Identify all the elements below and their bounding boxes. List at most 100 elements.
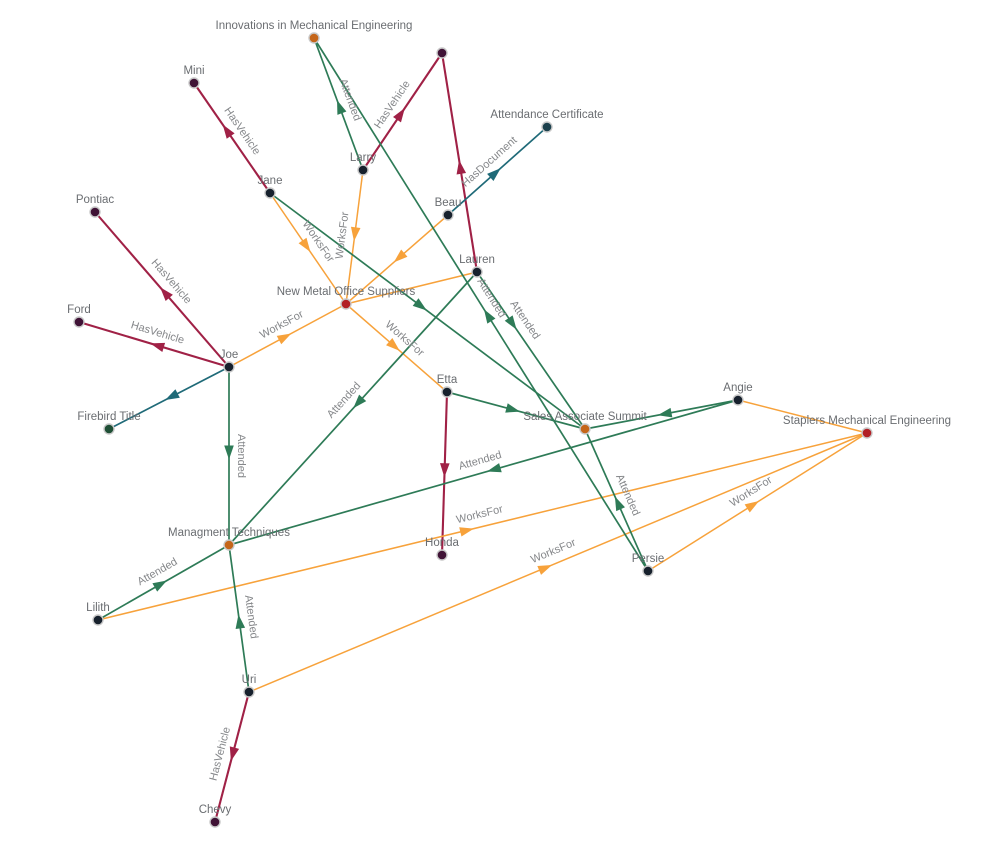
edge-line (97, 432, 868, 621)
edge-label-uri-chevy: HasVehicle (208, 726, 234, 782)
edge-nmos-etta (345, 303, 448, 393)
edge-larry-nmos (345, 169, 364, 305)
edge-larry-innovations (313, 37, 364, 171)
edge-jane-sas (269, 192, 586, 430)
node-label-sas: Sales Associate Summit (523, 411, 647, 423)
node-dot-innovations[interactable] (308, 32, 320, 44)
edge-uri-staplers (248, 432, 868, 693)
node-firebird-title (103, 423, 115, 435)
node-dot-angie[interactable] (732, 394, 744, 406)
node-dot-staplers[interactable] (861, 427, 873, 439)
edge-etta-sas (446, 391, 586, 430)
node-dot-lilith[interactable] (92, 614, 104, 626)
node-dot-joe[interactable] (223, 361, 235, 373)
node-attendance-certificate (541, 121, 553, 133)
node-mt (223, 539, 235, 551)
node-label-joe: Joe (220, 349, 239, 361)
node-sas (579, 423, 591, 435)
edge-lauren-sas (476, 271, 586, 430)
edge-arrowhead (744, 501, 760, 513)
edge-joe-mt (224, 367, 234, 545)
node-chevy (209, 816, 221, 828)
edge-arrowhead (456, 159, 467, 175)
edge-angie-staplers (737, 399, 868, 434)
edge-arrowhead (337, 100, 347, 115)
edge-line (228, 399, 739, 546)
node-dot-larry[interactable] (357, 164, 369, 176)
edge-line (313, 37, 649, 572)
nodes-layer (73, 32, 873, 828)
node-dot-uri[interactable] (243, 686, 255, 698)
edge-arrowhead (235, 614, 246, 630)
edge-label-persie-innovations: Attended (474, 276, 508, 320)
edge-persie-innovations (313, 37, 649, 572)
node-larry (357, 164, 369, 176)
node-honda (436, 549, 448, 561)
node-mini (188, 77, 200, 89)
node-dot-attendance-certificate[interactable] (541, 121, 553, 133)
edge-arrowhead (224, 445, 234, 460)
node-staplers (861, 427, 873, 439)
edge-arrowhead (222, 124, 235, 139)
edge-arrowhead (160, 287, 173, 302)
edge-arrowhead (412, 298, 427, 311)
node-dot-nmos[interactable] (340, 298, 352, 310)
edge-jane-mini (193, 82, 271, 194)
node-label-staplers: Staplers Mechanical Engineering (783, 415, 951, 427)
node-dot-unnamed-vehicle[interactable] (436, 47, 448, 59)
node-dot-firebird-title[interactable] (103, 423, 115, 435)
node-label-mt: Managment Techniques (168, 527, 290, 539)
edge-arrowhead (440, 463, 450, 478)
edge-lilith-mt (97, 544, 230, 621)
edge-joe-pontiac (94, 211, 230, 368)
edge-line (476, 271, 586, 430)
edge-label-joe-mt: Attended (235, 434, 247, 478)
node-joe (223, 361, 235, 373)
edge-line (737, 399, 868, 434)
edge-arrowhead (537, 564, 553, 575)
node-dot-persie[interactable] (642, 565, 654, 577)
edge-arrowhead (483, 309, 496, 324)
node-dot-jane[interactable] (264, 187, 276, 199)
edges-layer (78, 37, 868, 823)
edge-arrowhead (353, 394, 367, 409)
edge-arrowhead (459, 527, 474, 537)
node-dot-sas[interactable] (579, 423, 591, 435)
node-dot-ford[interactable] (73, 316, 85, 328)
edge-beau-attendance-certificate (447, 126, 548, 216)
node-label-attendance-certificate: Attendance Certificate (490, 109, 603, 121)
edge-arrowhead (505, 403, 521, 413)
edge-arrowhead (614, 496, 625, 512)
node-beau (442, 209, 454, 221)
edge-line (248, 432, 868, 693)
node-dot-mini[interactable] (188, 77, 200, 89)
edge-arrowhead (504, 315, 517, 330)
node-label-nmos: New Metal Office Suppliers (277, 286, 416, 298)
node-dot-chevy[interactable] (209, 816, 221, 828)
node-dot-honda[interactable] (436, 549, 448, 561)
edge-arrowhead (393, 108, 405, 123)
node-dot-beau[interactable] (442, 209, 454, 221)
edge-arrowhead (486, 463, 502, 473)
edge-arrowhead (165, 389, 180, 400)
edge-arrowhead (298, 237, 311, 253)
edge-label-larry-innovations: Attended (337, 77, 364, 122)
edge-angie-mt (228, 399, 739, 546)
node-etta (441, 386, 453, 398)
edge-arrowhead (276, 333, 292, 345)
node-dot-mt[interactable] (223, 539, 235, 551)
node-label-angie: Angie (723, 382, 752, 394)
edge-etta-honda (440, 391, 450, 556)
edge-label-uri-staplers: WorksFor (529, 537, 578, 567)
edge-line (228, 271, 478, 546)
node-lilith (92, 614, 104, 626)
edge-arrowhead (386, 338, 400, 351)
node-dot-etta[interactable] (441, 386, 453, 398)
node-dot-pontiac[interactable] (89, 206, 101, 218)
edge-arrowhead (657, 407, 673, 418)
edge-arrowhead (350, 226, 361, 242)
node-dot-lauren[interactable] (471, 266, 483, 278)
edge-lauren-nmos (345, 271, 478, 305)
